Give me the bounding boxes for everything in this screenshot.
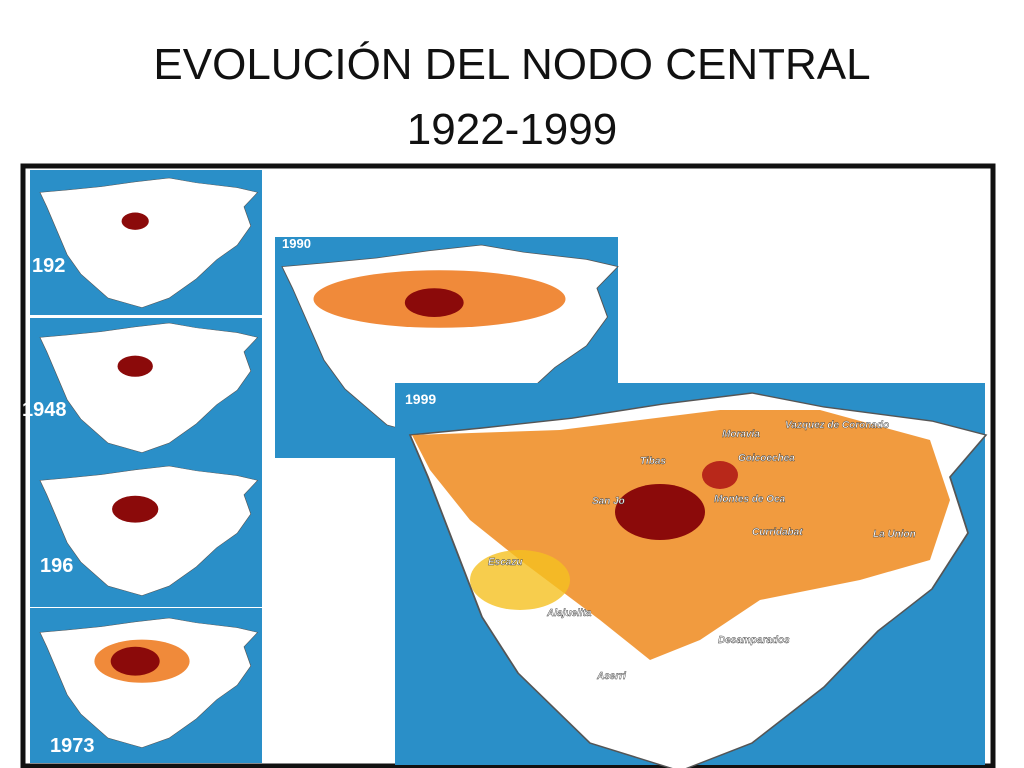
small-panels: 192 1948 196 1973	[22, 170, 262, 763]
title-line: 1922-1999	[406, 105, 618, 154]
place-label: Escazu	[488, 557, 522, 568]
panel-year: 192	[32, 255, 65, 277]
place-label: Aserri	[596, 671, 626, 682]
panel-1999: 1999 Vazquez de Coronado Moravia Tibas G…	[395, 383, 987, 768]
place-label: Alajuelita	[546, 608, 592, 619]
place-label: Tibas	[640, 456, 666, 467]
title-line: EVOLUCIÓN DEL NODO CENTRAL	[153, 40, 871, 89]
panel-year: 1990	[282, 236, 311, 251]
panel-year: 196	[40, 555, 73, 577]
panel-year: 1948	[22, 399, 67, 421]
place-label: Moravia	[722, 429, 760, 440]
panel-year: 1999	[405, 391, 436, 407]
place-label: San Jo	[592, 496, 625, 507]
place-label: Montes de Oca	[714, 494, 786, 505]
place-label: Goicoechea	[738, 453, 795, 464]
place-label: Desamparados	[718, 635, 790, 646]
place-label: Vazquez de Coronado	[785, 420, 889, 431]
panel-year: 1973	[50, 735, 95, 757]
place-label: Curridabat	[752, 527, 803, 538]
place-label: La Union	[873, 529, 916, 540]
frame	[20, 163, 996, 768]
